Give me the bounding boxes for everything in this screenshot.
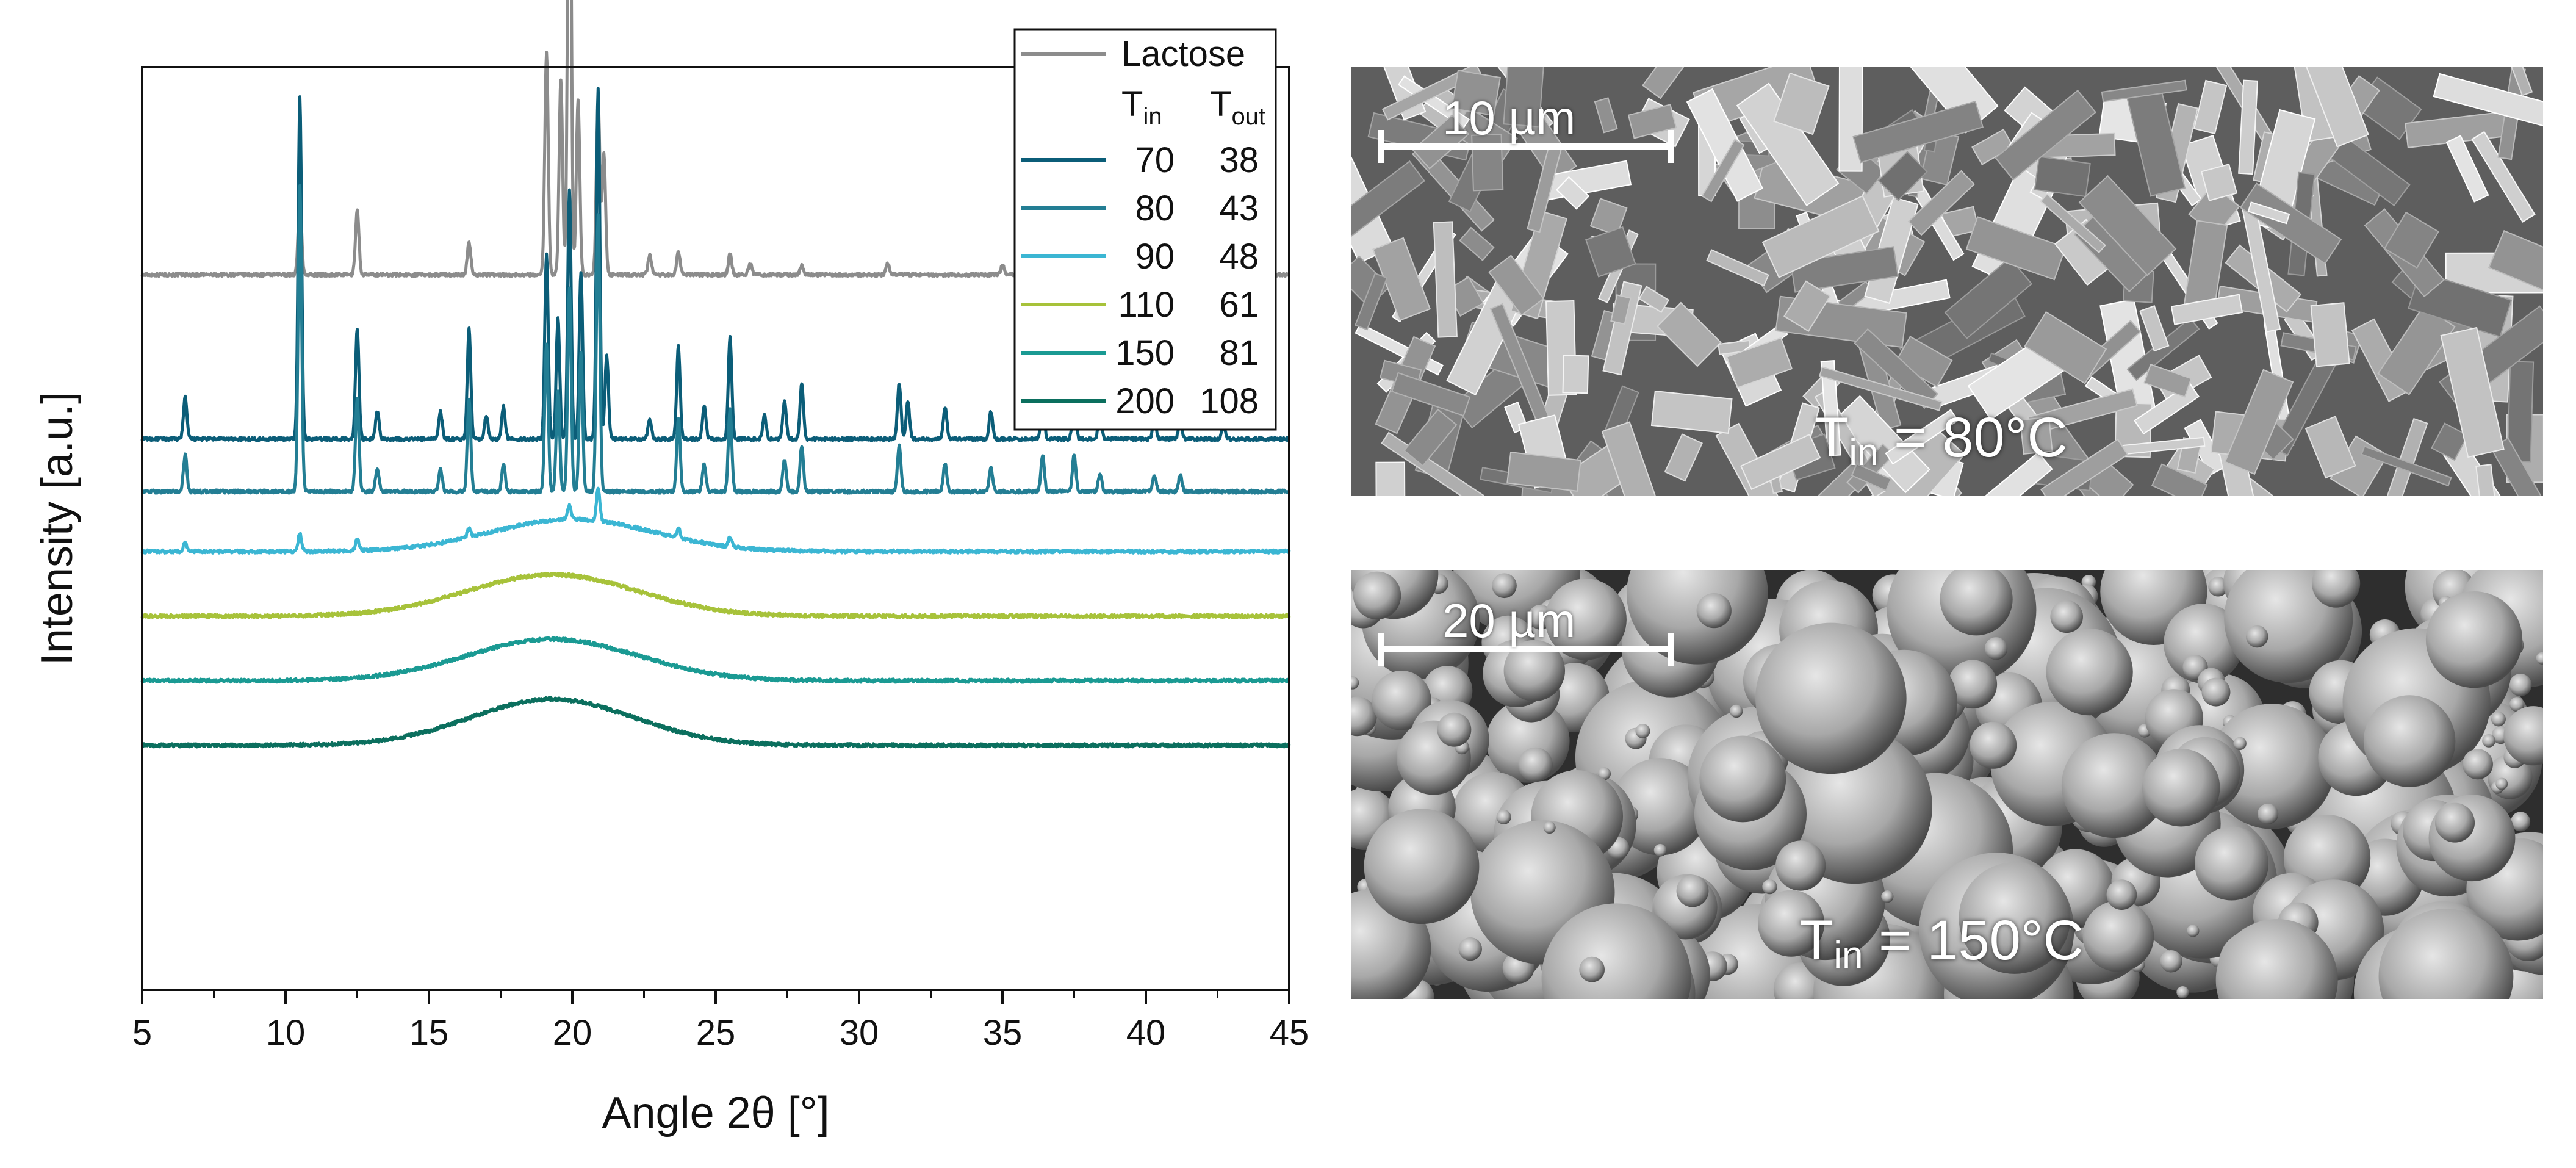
legend-header-tin: Tin bbox=[1121, 84, 1162, 130]
x-axis-label: Angle 2θ [°] bbox=[602, 1089, 829, 1137]
axes: 5 10 15 20 25 30 35 40 45 Angle 2θ [°] Intensity [… bbox=[33, 66, 1309, 1137]
legend-tout-value: 61 bbox=[1219, 285, 1259, 325]
y-axis-label: Intensity [a.u.] bbox=[33, 392, 82, 665]
legend-tout-value: 108 bbox=[1200, 381, 1259, 421]
series-line-80 bbox=[140, 184, 1290, 495]
legend-label-lactose: Lactose bbox=[1121, 34, 1245, 74]
x-tick-label: 5 bbox=[132, 1013, 152, 1053]
x-tick-label: 30 bbox=[840, 1013, 879, 1053]
series-line-200 bbox=[141, 696, 1291, 749]
sem-sphere-texture bbox=[1351, 570, 2543, 999]
scale-label: 20 µm bbox=[1442, 594, 1576, 647]
legend-tin-value: 110 bbox=[1118, 285, 1175, 325]
legend-box bbox=[1013, 28, 1277, 431]
legend-tin-value: 200 bbox=[1115, 381, 1175, 421]
legend-tout-value: 38 bbox=[1219, 140, 1259, 180]
legend-tin-value: 80 bbox=[1135, 189, 1175, 228]
x-tick-label: 40 bbox=[1126, 1013, 1166, 1053]
legend-tin-value: 150 bbox=[1115, 333, 1175, 373]
sem-image-150c: 20 µm Tin = 150°C bbox=[1351, 570, 2543, 999]
sem-crystal-texture bbox=[1351, 67, 2543, 496]
scale-bar bbox=[1378, 633, 1674, 666]
x-tick-label: 10 bbox=[266, 1013, 306, 1053]
x-tick-label: 45 bbox=[1270, 1013, 1309, 1053]
scale-label: 10 µm bbox=[1442, 91, 1576, 145]
series-line-90 bbox=[140, 486, 1291, 555]
series-group bbox=[140, 0, 1291, 749]
legend-tout-value: 48 bbox=[1219, 237, 1259, 276]
scale-bar bbox=[1378, 130, 1674, 163]
x-tick-label: 15 bbox=[409, 1013, 449, 1053]
temperature-label: Tin = 80°C bbox=[1815, 406, 2068, 474]
xrd-chart: 5 10 15 20 25 30 35 40 45 Angle 2θ [°] Intensity [… bbox=[33, 0, 1309, 1137]
x-tick-label: 25 bbox=[696, 1013, 736, 1053]
legend-tout-value: 43 bbox=[1219, 189, 1259, 228]
x-tick-label: 20 bbox=[553, 1013, 592, 1053]
temperature-label: Tin = 150°C bbox=[1799, 909, 2084, 976]
legend-tout-value: 81 bbox=[1219, 333, 1259, 373]
x-tick-label: 35 bbox=[983, 1013, 1023, 1053]
legend-tin-value: 90 bbox=[1135, 237, 1175, 276]
series-line-150 bbox=[140, 636, 1290, 684]
series-line-110 bbox=[140, 571, 1291, 619]
legend-tin-value: 70 bbox=[1135, 140, 1175, 180]
sem-image-80c: 10 µm Tin = 80°C bbox=[1351, 67, 2543, 496]
